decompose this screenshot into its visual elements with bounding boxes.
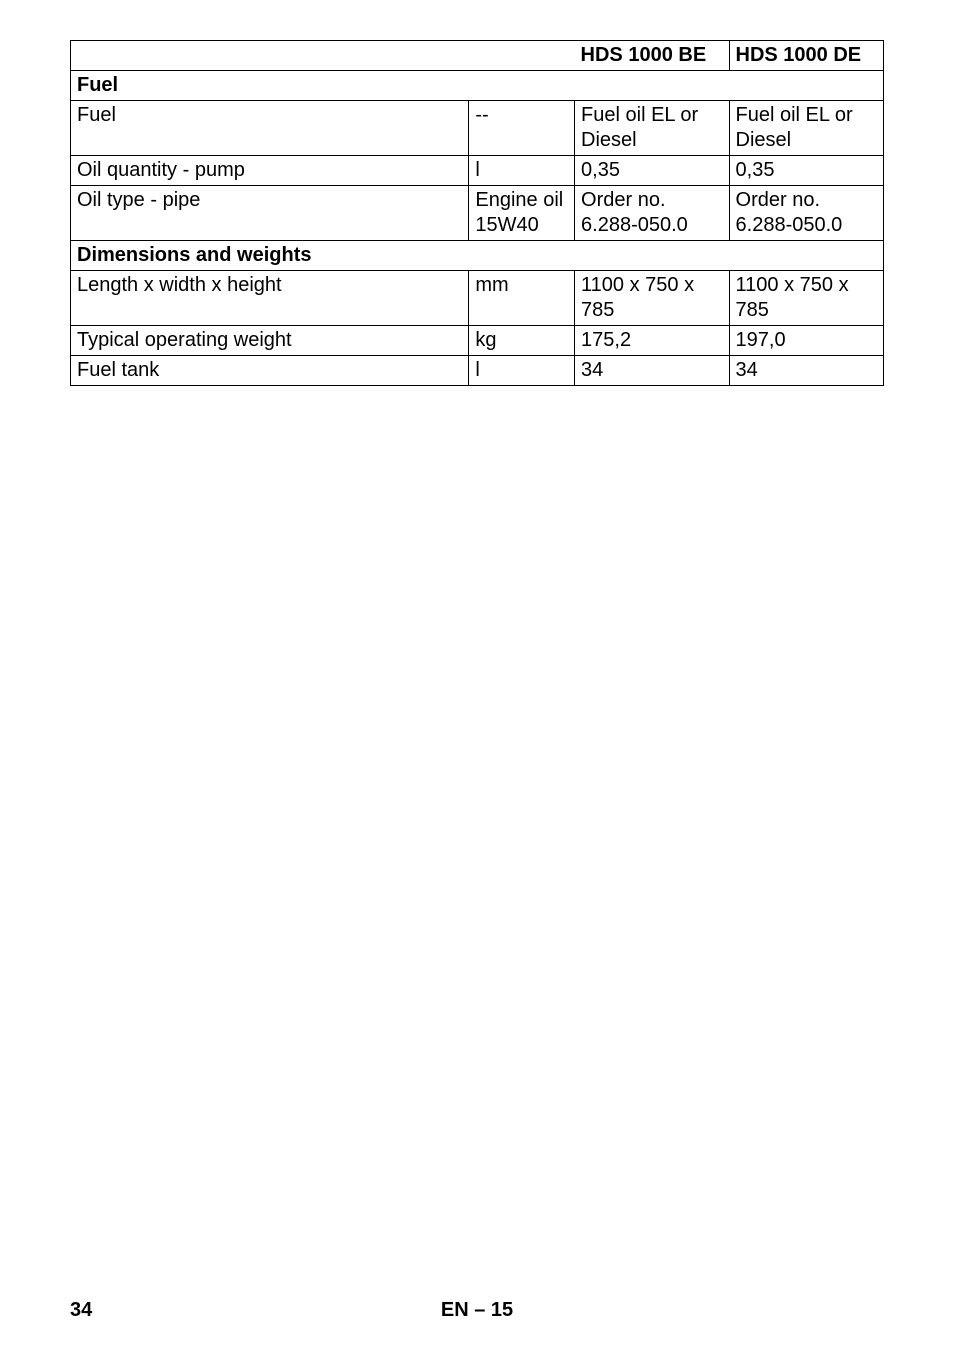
fuel-v2: Fuel oil EL or Diesel: [729, 101, 883, 156]
lwh-v2: 1100 x 750 x 785: [729, 271, 883, 326]
footer-lang-page: EN – 15: [0, 1299, 954, 1322]
weight-v1: 175,2: [575, 326, 729, 356]
oil-type-unit: Engine oil 15W40: [469, 186, 575, 241]
tank-unit: l: [469, 356, 575, 386]
lwh-v1: 1100 x 750 x 785: [575, 271, 729, 326]
row-weight: Typical operating weight kg 175,2 197,0: [71, 326, 884, 356]
row-tank: Fuel tank l 34 34: [71, 356, 884, 386]
lwh-unit: mm: [469, 271, 575, 326]
section-dims-label: Dimensions and weights: [71, 241, 884, 271]
tank-v1: 34: [575, 356, 729, 386]
oil-qty-v1: 0,35: [575, 156, 729, 186]
oil-qty-v2: 0,35: [729, 156, 883, 186]
fuel-v1: Fuel oil EL or Diesel: [575, 101, 729, 156]
oil-qty-label: Oil quantity - pump: [71, 156, 469, 186]
weight-unit: kg: [469, 326, 575, 356]
fuel-label: Fuel: [71, 101, 469, 156]
table-header-row: HDS 1000 BE HDS 1000 DE: [71, 41, 884, 71]
row-lwh: Length x width x height mm 1100 x 750 x …: [71, 271, 884, 326]
header-col3: HDS 1000 BE: [575, 41, 729, 71]
row-fuel: Fuel -- Fuel oil EL or Diesel Fuel oil E…: [71, 101, 884, 156]
section-fuel-label: Fuel: [71, 71, 884, 101]
row-oil-qty: Oil quantity - pump l 0,35 0,35: [71, 156, 884, 186]
header-col4: HDS 1000 DE: [729, 41, 883, 71]
oil-qty-unit: l: [469, 156, 575, 186]
tank-label: Fuel tank: [71, 356, 469, 386]
weight-label: Typical operating weight: [71, 326, 469, 356]
oil-type-label: Oil type - pipe: [71, 186, 469, 241]
section-dims: Dimensions and weights: [71, 241, 884, 271]
lwh-label: Length x width x height: [71, 271, 469, 326]
oil-type-v1: Order no. 6.288-050.0: [575, 186, 729, 241]
section-fuel: Fuel: [71, 71, 884, 101]
fuel-unit: --: [469, 101, 575, 156]
oil-type-v2: Order no. 6.288-050.0: [729, 186, 883, 241]
header-empty: [71, 41, 575, 71]
weight-v2: 197,0: [729, 326, 883, 356]
spec-table: HDS 1000 BE HDS 1000 DE Fuel Fuel -- Fue…: [70, 40, 884, 386]
tank-v2: 34: [729, 356, 883, 386]
row-oil-type: Oil type - pipe Engine oil 15W40 Order n…: [71, 186, 884, 241]
